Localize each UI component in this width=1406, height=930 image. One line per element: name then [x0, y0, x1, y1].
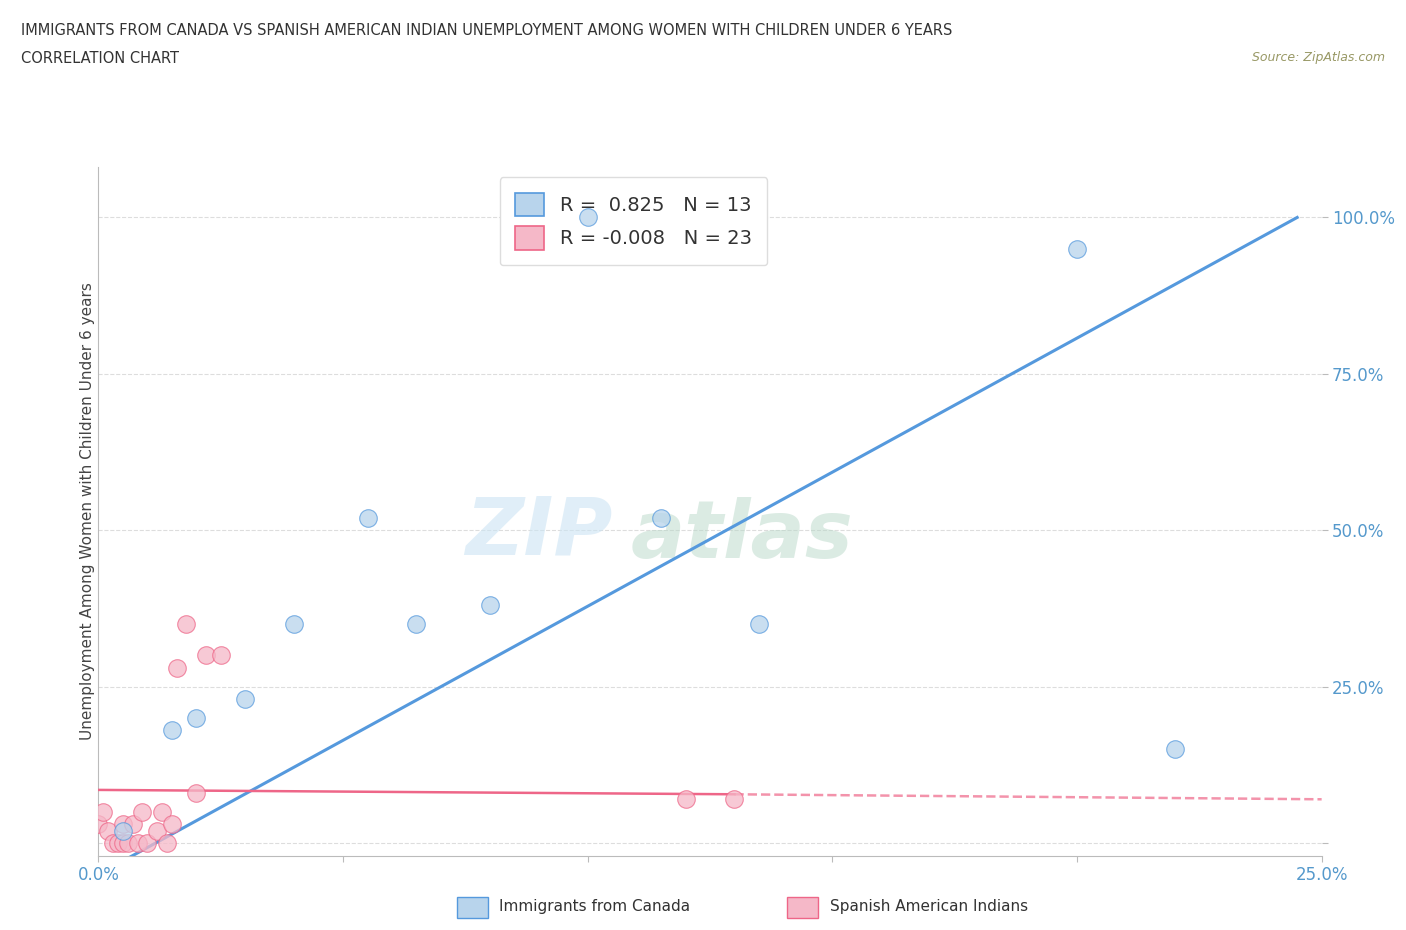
- Point: [87, 817, 110, 831]
- Point: [160, 817, 183, 831]
- Text: Immigrants from Canada: Immigrants from Canada: [499, 899, 690, 914]
- Point: [107, 836, 129, 851]
- Point: [131, 804, 153, 819]
- Point: [150, 804, 173, 819]
- Point: [121, 817, 143, 831]
- Text: atlas: atlas: [630, 497, 853, 575]
- Point: [166, 660, 188, 675]
- Point: [186, 711, 208, 725]
- Point: [160, 723, 183, 737]
- Point: [127, 836, 149, 851]
- Point: [91, 804, 114, 819]
- Point: [195, 648, 218, 663]
- Y-axis label: Unemployment Among Women with Children Under 6 years: Unemployment Among Women with Children U…: [80, 283, 94, 740]
- Point: [283, 617, 305, 631]
- Text: Source: ZipAtlas.com: Source: ZipAtlas.com: [1251, 51, 1385, 64]
- Point: [1164, 742, 1187, 757]
- Point: [111, 817, 134, 831]
- Point: [146, 823, 169, 838]
- Point: [356, 511, 378, 525]
- Text: IMMIGRANTS FROM CANADA VS SPANISH AMERICAN INDIAN UNEMPLOYMENT AMONG WOMEN WITH : IMMIGRANTS FROM CANADA VS SPANISH AMERIC…: [21, 23, 952, 38]
- Point: [111, 823, 134, 838]
- Text: Spanish American Indians: Spanish American Indians: [830, 899, 1028, 914]
- Point: [233, 692, 256, 707]
- Legend: R =  0.825   N = 13, R = -0.008   N = 23: R = 0.825 N = 13, R = -0.008 N = 23: [499, 177, 768, 265]
- Point: [101, 836, 124, 851]
- Point: [117, 836, 139, 851]
- Point: [156, 836, 179, 851]
- Point: [576, 210, 599, 225]
- Point: [1066, 241, 1088, 256]
- Point: [748, 617, 770, 631]
- Point: [136, 836, 159, 851]
- Point: [650, 511, 672, 525]
- Point: [405, 617, 427, 631]
- Point: [478, 598, 501, 613]
- Text: ZIP: ZIP: [465, 493, 612, 571]
- Point: [186, 786, 208, 801]
- Text: CORRELATION CHART: CORRELATION CHART: [21, 51, 179, 66]
- Point: [209, 648, 232, 663]
- Point: [176, 617, 198, 631]
- Point: [111, 836, 134, 851]
- Point: [97, 823, 120, 838]
- Point: [675, 791, 697, 806]
- Point: [723, 791, 745, 806]
